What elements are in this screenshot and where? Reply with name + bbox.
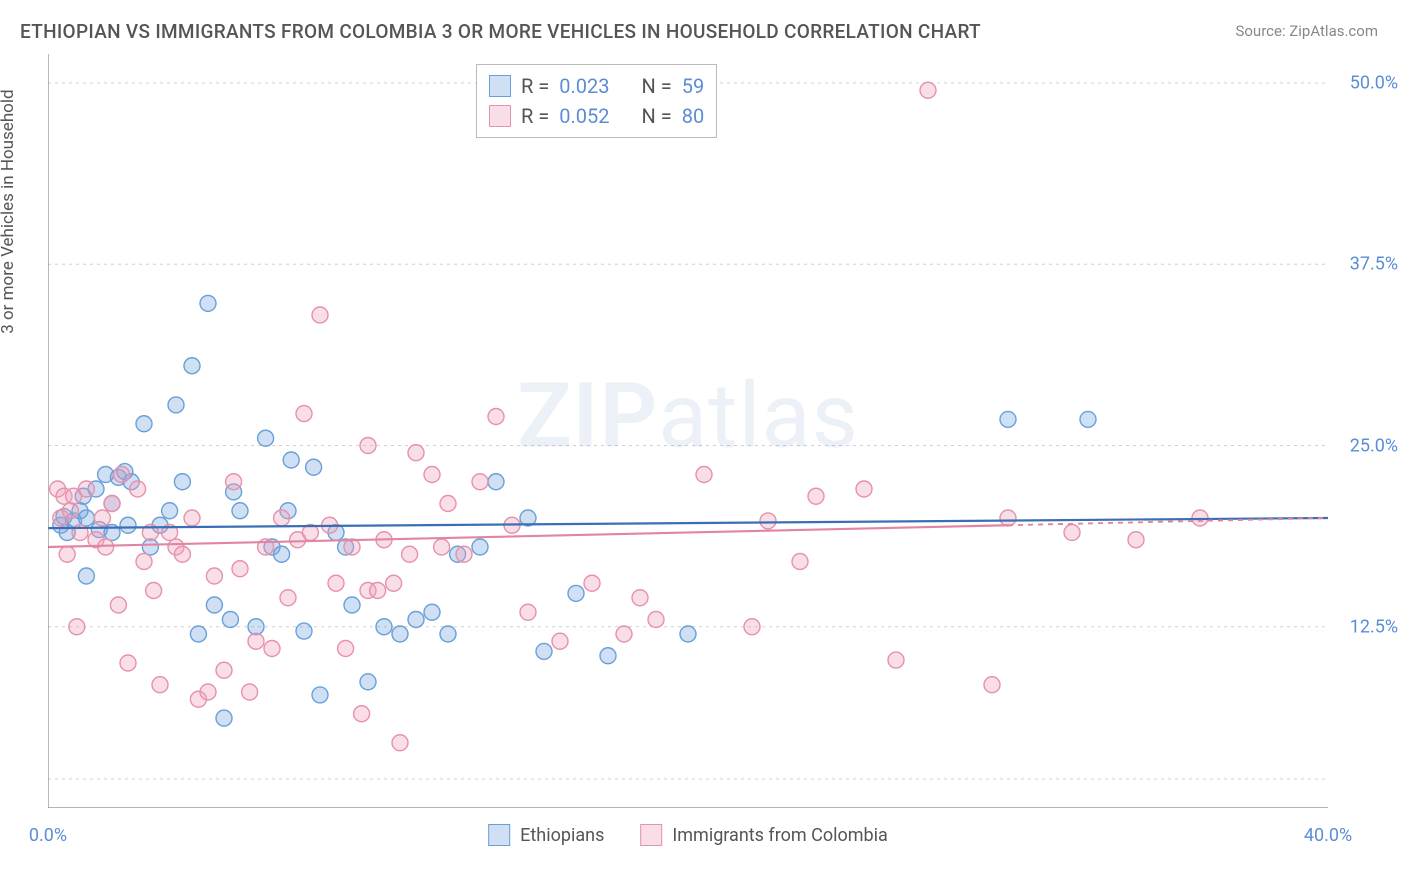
n-value-1: 80 bbox=[682, 101, 704, 131]
n-label: N = bbox=[642, 71, 672, 101]
r-label: R = bbox=[521, 101, 549, 131]
legend-label-1: Immigrants from Colombia bbox=[672, 825, 887, 846]
bottom-legend: Ethiopians Immigrants from Colombia bbox=[488, 824, 888, 846]
chart-title: ETHIOPIAN VS IMMIGRANTS FROM COLOMBIA 3 … bbox=[20, 20, 981, 43]
x-tick-label: 0.0% bbox=[29, 825, 67, 846]
r-value-0: 0.023 bbox=[559, 71, 609, 101]
y-axis-label: 3 or more Vehicles in Household bbox=[0, 89, 18, 333]
legend-stats-box: R = 0.023 N = 59 R = 0.052 N = 80 bbox=[476, 64, 717, 138]
y-tick-label: 50.0% bbox=[1350, 73, 1398, 94]
legend-stats-row-1: R = 0.052 N = 80 bbox=[489, 101, 704, 131]
scatter-plot-svg bbox=[48, 54, 1328, 808]
chart-container: ETHIOPIAN VS IMMIGRANTS FROM COLOMBIA 3 … bbox=[0, 0, 1406, 892]
swatch-ethiopians bbox=[489, 75, 511, 97]
plot-area: ZIPatlas R = 0.023 N = 59 R = 0.052 N = … bbox=[48, 54, 1328, 808]
n-label: N = bbox=[642, 101, 672, 131]
n-value-0: 59 bbox=[682, 71, 704, 101]
r-label: R = bbox=[521, 71, 549, 101]
legend-label-0: Ethiopians bbox=[520, 825, 604, 846]
r-value-1: 0.052 bbox=[559, 101, 609, 131]
swatch-colombia bbox=[489, 105, 511, 127]
y-tick-label: 37.5% bbox=[1350, 254, 1398, 275]
legend-item-ethiopians: Ethiopians bbox=[488, 824, 604, 846]
y-tick-label: 12.5% bbox=[1350, 616, 1398, 637]
legend-item-colombia: Immigrants from Colombia bbox=[640, 824, 887, 846]
swatch-ethiopians bbox=[488, 824, 510, 846]
source-attribution: Source: ZipAtlas.com bbox=[1235, 22, 1378, 40]
swatch-colombia bbox=[640, 824, 662, 846]
x-tick-label: 40.0% bbox=[1304, 825, 1352, 846]
legend-stats-row-0: R = 0.023 N = 59 bbox=[489, 71, 704, 101]
y-tick-label: 25.0% bbox=[1350, 435, 1398, 456]
